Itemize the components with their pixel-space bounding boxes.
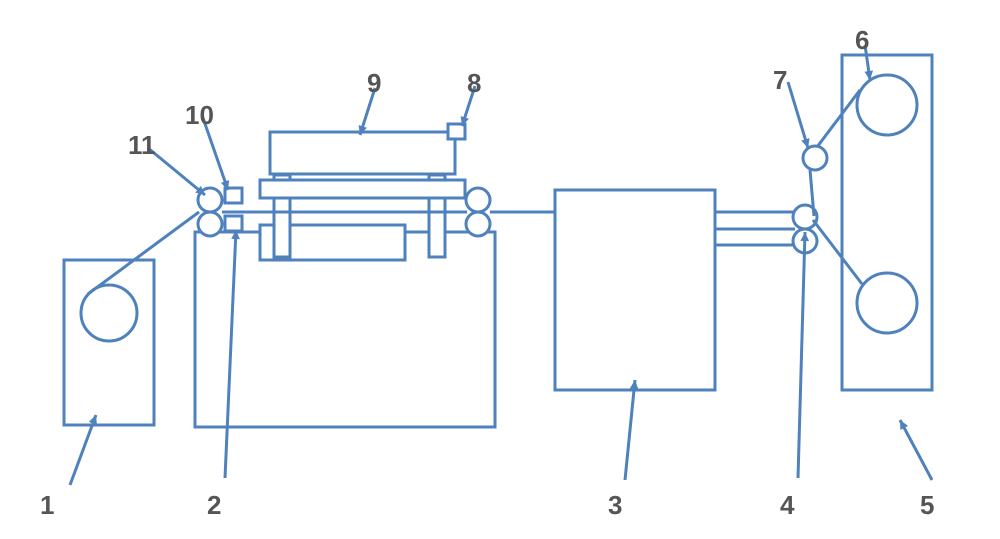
cap-8 xyxy=(448,124,465,139)
leader-line xyxy=(900,420,932,480)
callout-7: 7 xyxy=(773,65,787,96)
callout-1: 1 xyxy=(40,490,54,521)
callout-11: 11 xyxy=(128,130,156,161)
idler-7 xyxy=(803,146,827,170)
pair-ra xyxy=(466,188,490,212)
callout-8: 8 xyxy=(467,68,481,99)
leader-line xyxy=(625,380,635,480)
cover-9 xyxy=(270,132,455,174)
leader-line xyxy=(148,148,205,195)
cap-10 xyxy=(225,188,242,203)
callout-2: 2 xyxy=(207,490,221,521)
leader-line xyxy=(788,82,808,148)
callout-3: 3 xyxy=(608,490,622,521)
callout-6: 6 xyxy=(855,25,869,56)
pair-rb xyxy=(466,212,490,236)
deck xyxy=(260,180,465,198)
cap-10b xyxy=(225,216,242,231)
leader-line xyxy=(798,232,805,478)
callout-4: 4 xyxy=(780,490,794,521)
pair-11b xyxy=(198,212,222,236)
box-3 xyxy=(555,190,715,390)
callout-10: 10 xyxy=(185,100,214,131)
callout-9: 9 xyxy=(367,68,381,99)
callout-5: 5 xyxy=(920,490,934,521)
roll-6 xyxy=(857,75,917,135)
roll-bot xyxy=(857,273,917,333)
